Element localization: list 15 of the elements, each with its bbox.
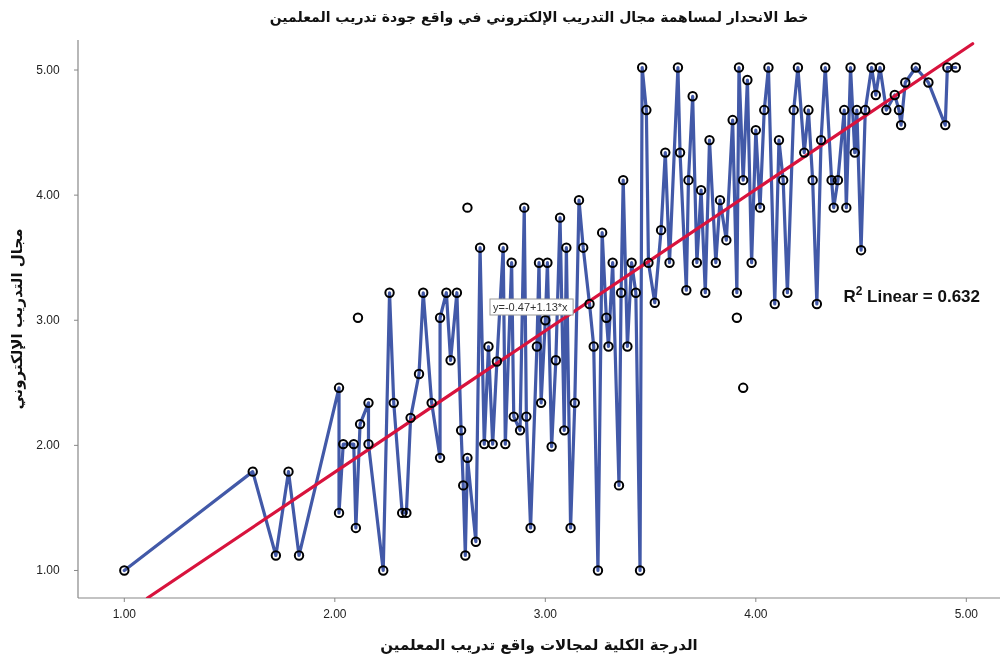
x-axis-title: الدرجة الكلية لمجالات واقع تدريب المعلمين <box>380 636 698 654</box>
x-tick-label: 5.00 <box>954 607 979 621</box>
x-tick-label: 3.00 <box>533 607 558 621</box>
annotation: R$^{2}$ Linear = 0.632 <box>843 284 980 306</box>
y-tick-label: 4.00 <box>36 188 60 203</box>
y-tick-label: 1.00 <box>36 563 60 578</box>
y-tick-label: 3.00 <box>36 313 60 328</box>
x-tick-label: 4.00 <box>744 607 768 621</box>
x-tick-label: 1.00 <box>112 607 137 621</box>
chart-title: خط الانحدار لمساهمة مجال التدريب الإلكتروني في واقع جودة تدريب المعلمين <box>269 9 809 26</box>
y-tick-label: 2.00 <box>36 438 60 453</box>
annotation: y=-0.47+1.13*x <box>493 301 569 313</box>
y-axis-title: مجال التدريب الإلكتروني <box>8 228 26 410</box>
x-tick-label: 2.00 <box>323 607 347 621</box>
y-tick-label: 5.00 <box>36 63 60 78</box>
